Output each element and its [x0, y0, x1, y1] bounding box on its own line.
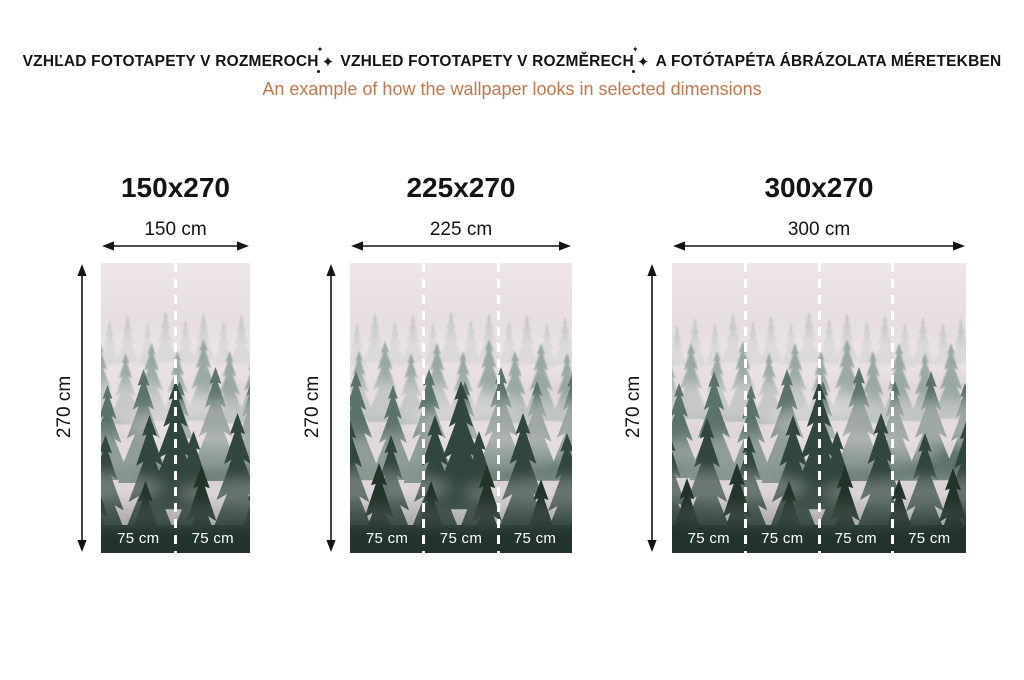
height-label: 270 cm	[623, 375, 644, 439]
header-title-part-2: VZHLED FOTOTAPETY V ROZMĚRECH	[340, 53, 634, 70]
panel-divider	[891, 263, 894, 553]
segment-width-label: 75 cm	[687, 530, 730, 547]
panel-divider	[422, 263, 426, 553]
wallpaper-preview: 75 cm 75 cm 75 cm	[350, 263, 572, 553]
panel-title: 225x270	[406, 172, 516, 203]
sparkle-icon: ✦ ✦	[316, 45, 335, 73]
header-subtitle: An example of how the wallpaper looks in…	[262, 79, 762, 99]
segment-width-label: 75 cm	[834, 530, 877, 547]
height-label: 270 cm	[54, 375, 75, 439]
segment-width-label: 75 cm	[365, 530, 409, 547]
sparkle-icon: ✦ ✦	[631, 45, 650, 73]
wallpaper-preview: 75 cm 75 cm 75 cm 75 cm	[672, 263, 966, 553]
segment-width-label: 75 cm	[191, 530, 234, 547]
header-title-part-1: VZHĽAD FOTOTAPETY V ROZMEROCH	[22, 53, 319, 70]
height-arrow-icon	[326, 264, 336, 552]
header-title-part-3: A FOTÓTAPÉTA ÁBRÁZOLATA MÉRETEKBEN	[655, 53, 1002, 70]
segment-width-label: 75 cm	[439, 530, 483, 547]
height-arrow-icon	[77, 264, 87, 552]
segment-width-label: 75 cm	[761, 530, 804, 547]
segment-width-label: 75 cm	[117, 530, 160, 547]
forest-image	[350, 263, 572, 553]
panel-divider	[744, 263, 747, 553]
width-label: 300 cm	[787, 219, 851, 240]
panel-divider	[496, 263, 500, 553]
height-label: 270 cm	[302, 375, 323, 439]
width-label: 150 cm	[144, 219, 207, 240]
wallpaper-preview: 75 cm 75 cm	[101, 263, 250, 553]
width-label: 225 cm	[429, 219, 493, 240]
panel-divider	[817, 263, 821, 553]
width-arrow-icon	[673, 241, 965, 251]
width-arrow-icon	[351, 241, 571, 251]
height-arrow-icon	[647, 264, 657, 552]
panel-title: 150x270	[120, 172, 230, 203]
segment-width-label: 75 cm	[513, 530, 557, 547]
panel-title: 300x270	[764, 172, 874, 203]
segment-width-label: 75 cm	[908, 530, 951, 547]
header-title: VZHĽAD FOTOTAPETY V ROZMEROCH ✦ ✦ VZHLED FO…	[0, 45, 1024, 73]
panel-divider	[174, 263, 177, 553]
width-arrow-icon	[102, 241, 249, 251]
